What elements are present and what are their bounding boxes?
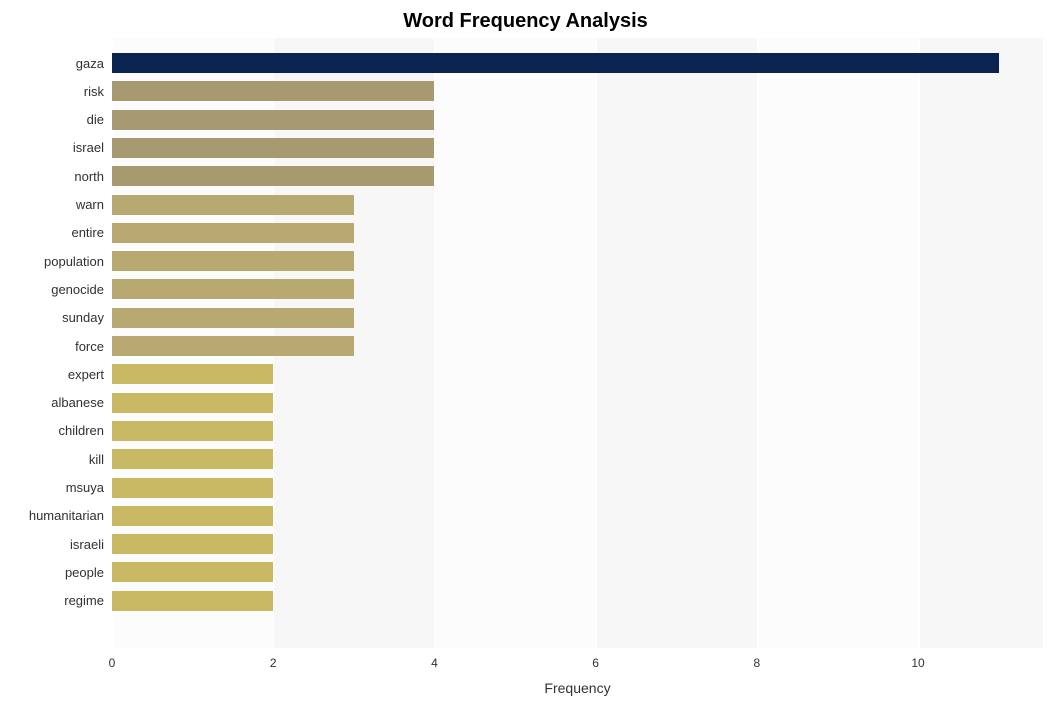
y-tick-label: humanitarian — [0, 508, 104, 523]
bar — [112, 336, 354, 356]
bar — [112, 562, 273, 582]
bar — [112, 195, 354, 215]
plot-area — [112, 38, 1043, 648]
y-tick-label: force — [0, 339, 104, 354]
y-tick-label: north — [0, 169, 104, 184]
y-tick-label: genocide — [0, 282, 104, 297]
y-tick-label: population — [0, 254, 104, 269]
y-tick-label: israel — [0, 140, 104, 155]
x-axis-label: Frequency — [112, 680, 1043, 696]
y-tick-label: kill — [0, 452, 104, 467]
bar — [112, 138, 434, 158]
bar — [112, 478, 273, 498]
chart-title: Word Frequency Analysis — [0, 10, 1051, 33]
y-tick-label: risk — [0, 84, 104, 99]
bar — [112, 53, 999, 73]
y-tick-label: msuya — [0, 480, 104, 495]
x-tick-label: 6 — [592, 656, 599, 670]
bar — [112, 308, 354, 328]
bar — [112, 110, 434, 130]
y-tick-label: regime — [0, 593, 104, 608]
bar — [112, 534, 273, 554]
y-tick-label: albanese — [0, 395, 104, 410]
x-tick-label: 2 — [270, 656, 277, 670]
word-frequency-chart: Word Frequency Analysis Frequency gaza ri… — [0, 0, 1051, 701]
y-tick-label: warn — [0, 197, 104, 212]
y-tick-label: expert — [0, 367, 104, 382]
y-tick-label: gaza — [0, 56, 104, 71]
bar — [112, 449, 273, 469]
bar — [112, 506, 273, 526]
bar — [112, 223, 354, 243]
bar — [112, 251, 354, 271]
bar — [112, 591, 273, 611]
y-tick-label: children — [0, 423, 104, 438]
y-tick-label: sunday — [0, 310, 104, 325]
y-tick-label: die — [0, 112, 104, 127]
x-tick-label: 0 — [109, 656, 116, 670]
grid-band — [434, 38, 597, 648]
x-tick-label: 8 — [754, 656, 761, 670]
y-tick-label: entire — [0, 225, 104, 240]
grid-band — [757, 38, 920, 648]
bar — [112, 81, 434, 101]
bar — [112, 421, 273, 441]
bar — [112, 166, 434, 186]
y-tick-label: people — [0, 565, 104, 580]
bar — [112, 364, 273, 384]
x-tick-label: 10 — [911, 656, 924, 670]
x-tick-label: 4 — [431, 656, 438, 670]
bar — [112, 393, 273, 413]
y-tick-label: israeli — [0, 537, 104, 552]
bar — [112, 279, 354, 299]
gridline — [918, 38, 919, 648]
grid-band — [596, 38, 759, 648]
